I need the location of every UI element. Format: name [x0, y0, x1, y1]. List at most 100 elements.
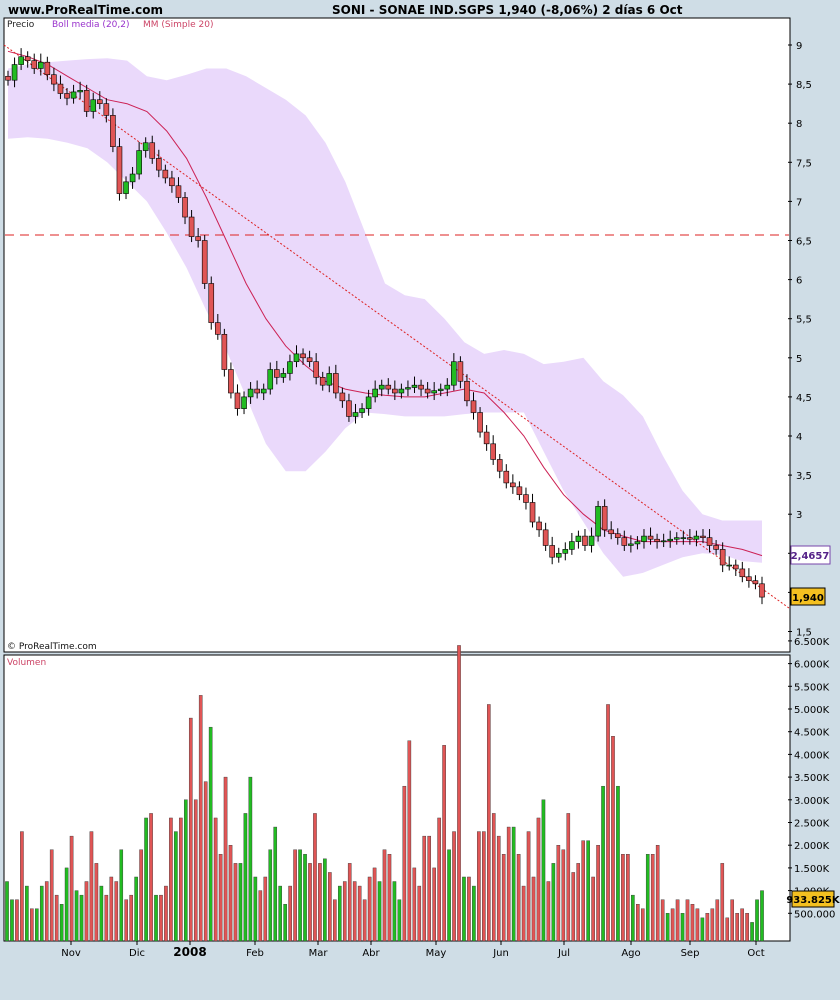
volume-bar	[129, 894, 133, 942]
candle-body	[37, 61, 44, 69]
volume-bar	[491, 813, 496, 942]
volume-bar	[154, 894, 158, 942]
candle-body	[215, 322, 221, 335]
candle-body	[18, 56, 24, 65]
candle-body	[687, 537, 693, 540]
candle-body	[628, 543, 634, 546]
candle-body	[490, 443, 496, 460]
volume-bar	[169, 817, 173, 942]
volume-bar	[64, 867, 69, 942]
volume-bar	[685, 899, 690, 942]
volume-bar	[477, 831, 481, 942]
price-tick-label: 9	[796, 41, 802, 52]
volume-bar	[174, 831, 178, 942]
volume-bar	[561, 849, 566, 942]
volume-bar	[740, 908, 744, 942]
price-tick-label: 6	[796, 276, 802, 287]
date-tick-label: May	[426, 948, 447, 959]
candle-body	[31, 60, 38, 69]
volume-bar	[352, 881, 357, 942]
candle-body	[562, 549, 569, 554]
candle-body	[654, 538, 660, 542]
candle-body	[444, 384, 451, 390]
candle-body	[169, 177, 175, 187]
volume-bar	[496, 835, 501, 942]
candle-body	[392, 388, 398, 394]
candle-body	[313, 361, 319, 378]
candle-body	[378, 384, 385, 390]
volume-bar	[35, 908, 39, 942]
candle-body	[260, 388, 267, 394]
volume-bar	[248, 776, 253, 942]
volume-bar	[208, 726, 213, 942]
volume-bar	[149, 813, 153, 942]
volume-tick-label: 6.000K	[794, 660, 830, 671]
candle-body	[359, 408, 365, 413]
volume-bar	[15, 899, 19, 942]
bollinger-fill	[8, 58, 762, 577]
candle-body	[739, 568, 746, 578]
volume-bar	[576, 863, 581, 942]
candle-body	[365, 396, 372, 409]
volume-bar	[74, 890, 79, 942]
last-price-box	[790, 587, 826, 606]
price-tick-label: 5,5	[796, 315, 812, 326]
volume-bar	[705, 913, 710, 942]
candle-body	[437, 388, 444, 391]
volume-bar	[606, 704, 610, 942]
volume-bar	[223, 776, 228, 942]
candle-body	[372, 388, 378, 398]
price-tick-label: 1,5	[796, 628, 812, 639]
legend-mm: MM (Simple 20)	[143, 20, 213, 30]
candle-body	[503, 470, 510, 484]
date-tick-label: Ago	[621, 948, 640, 959]
candle-body	[11, 64, 18, 81]
legend-price: Precio	[7, 20, 35, 30]
price-tick-label: 4,5	[796, 393, 812, 404]
volume-bar	[387, 854, 392, 942]
volume-bar	[725, 917, 730, 942]
candle-body	[641, 535, 647, 542]
candle-body	[588, 535, 595, 546]
volume-bar	[144, 817, 148, 942]
trend-line	[3, 44, 790, 609]
volume-bar	[571, 872, 576, 942]
volume-bar	[591, 876, 595, 942]
volume-bar	[626, 854, 630, 942]
candle-body	[116, 146, 123, 194]
volume-tick-label: 5.500K	[794, 682, 830, 693]
price-tick-label: 4	[796, 432, 802, 443]
candle-body	[549, 545, 555, 558]
volume-bar	[328, 872, 332, 942]
volume-bar	[323, 858, 327, 942]
volume-tick-label: 4.500K	[794, 728, 830, 739]
volume-bar	[735, 913, 739, 942]
volume-bar	[690, 904, 695, 942]
mm-line	[7, 50, 763, 557]
candle-body	[319, 377, 326, 386]
volume-bar	[601, 785, 605, 942]
volume-bar	[119, 849, 124, 942]
candle-body	[77, 90, 83, 93]
volume-bar	[382, 849, 387, 942]
volume-bar	[501, 854, 506, 942]
candle-body	[123, 181, 129, 194]
volume-bar	[109, 876, 114, 942]
candle-body	[44, 61, 51, 76]
volume-bar	[377, 881, 382, 942]
price-tick-label: 3	[796, 510, 802, 521]
candle-body	[634, 541, 641, 545]
candle-body	[326, 373, 333, 386]
mm-value-label: 2,4657	[791, 551, 830, 562]
volume-tick-label: 2.500K	[794, 819, 830, 830]
volume-bar	[526, 831, 531, 942]
candle-body	[706, 537, 713, 546]
candles	[5, 48, 765, 605]
volume-bar	[367, 876, 372, 942]
volume-bar	[511, 826, 516, 942]
moving-average	[7, 50, 763, 557]
volume-bar	[20, 831, 24, 942]
volume-bar	[84, 881, 89, 942]
site-name[interactable]: www.ProRealTime.com	[8, 3, 163, 17]
